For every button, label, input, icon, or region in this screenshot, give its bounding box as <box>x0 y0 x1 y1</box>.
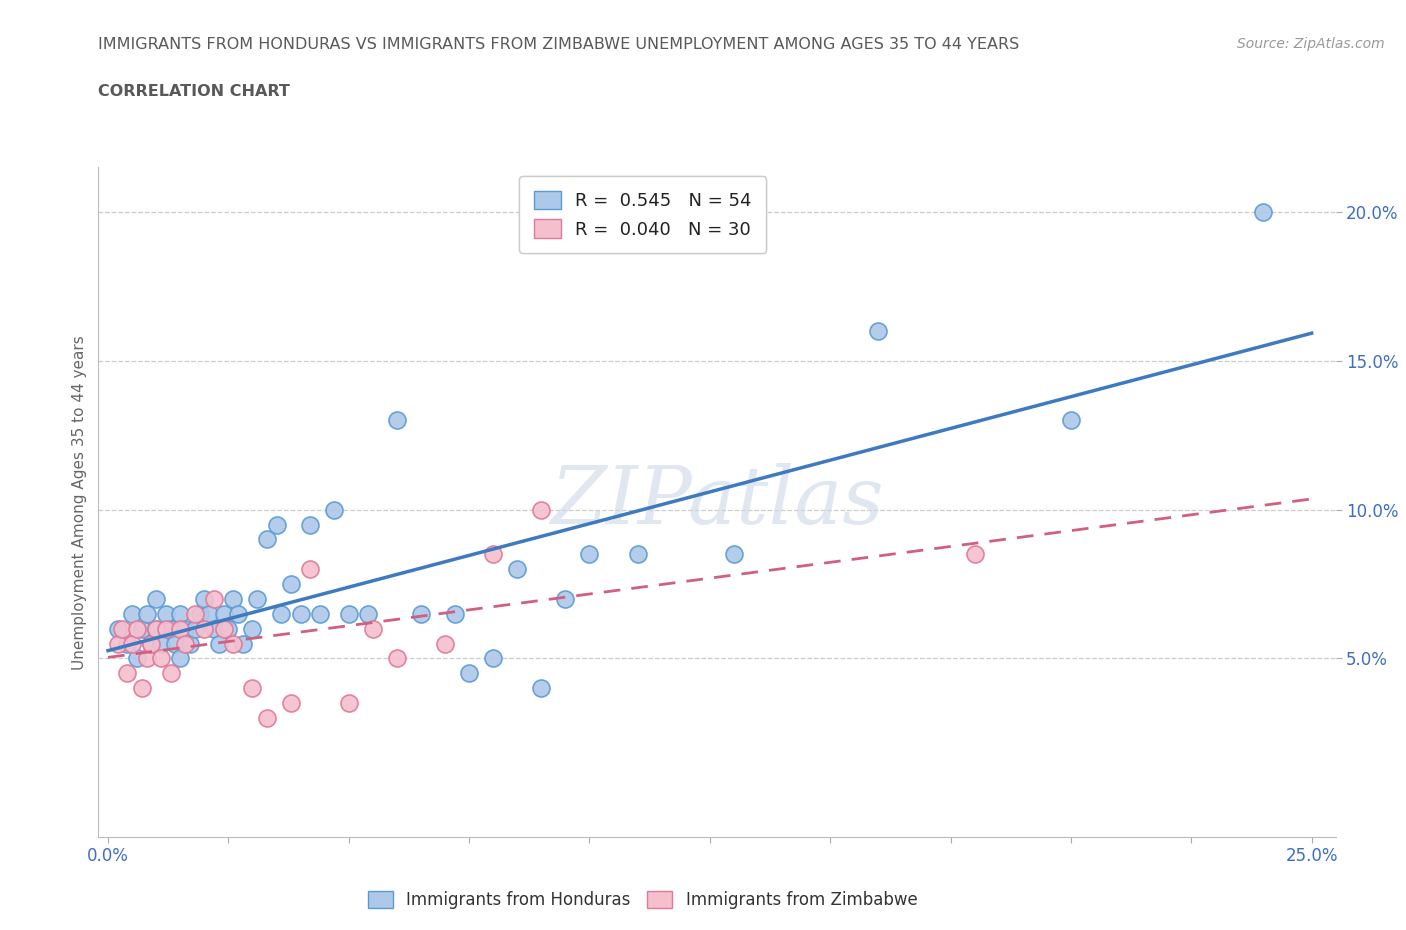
Legend: Immigrants from Honduras, Immigrants from Zimbabwe: Immigrants from Honduras, Immigrants fro… <box>361 884 924 916</box>
Point <box>443 606 465 621</box>
Point <box>202 591 225 606</box>
Point <box>482 651 505 666</box>
Point <box>361 621 384 636</box>
Point <box>169 651 191 666</box>
Point <box>530 502 553 517</box>
Text: ZIPatlas: ZIPatlas <box>550 463 884 541</box>
Point <box>385 651 408 666</box>
Point <box>193 621 215 636</box>
Point <box>963 547 986 562</box>
Point <box>242 681 264 696</box>
Point <box>165 636 187 651</box>
Point <box>1060 413 1083 428</box>
Point <box>131 621 153 636</box>
Point <box>554 591 576 606</box>
Point <box>212 621 235 636</box>
Point <box>232 636 254 651</box>
Point <box>627 547 650 562</box>
Point <box>357 606 380 621</box>
Point <box>256 711 278 725</box>
Point <box>121 606 143 621</box>
Point <box>299 517 322 532</box>
Point <box>222 636 245 651</box>
Point <box>309 606 332 621</box>
Point <box>246 591 269 606</box>
Point <box>183 606 205 621</box>
Point <box>145 621 167 636</box>
Point <box>131 681 153 696</box>
Point <box>174 621 197 636</box>
Point <box>169 621 191 636</box>
Point <box>482 547 505 562</box>
Point <box>323 502 346 517</box>
Point <box>222 591 245 606</box>
Point <box>337 696 360 711</box>
Point <box>141 636 163 651</box>
Point <box>117 666 139 681</box>
Point <box>125 651 148 666</box>
Point <box>578 547 600 562</box>
Point <box>290 606 312 621</box>
Point <box>409 606 432 621</box>
Point <box>155 621 177 636</box>
Point <box>868 324 890 339</box>
Point <box>1253 205 1275 219</box>
Point <box>242 621 264 636</box>
Point <box>159 666 181 681</box>
Point <box>193 591 215 606</box>
Point <box>202 621 225 636</box>
Point <box>217 621 239 636</box>
Point <box>530 681 553 696</box>
Point <box>337 606 360 621</box>
Point <box>145 621 167 636</box>
Point <box>280 696 302 711</box>
Point <box>145 591 167 606</box>
Text: Source: ZipAtlas.com: Source: ZipAtlas.com <box>1237 37 1385 51</box>
Point <box>458 666 481 681</box>
Point <box>266 517 288 532</box>
Point <box>183 621 205 636</box>
Point <box>141 636 163 651</box>
Point <box>208 636 231 651</box>
Point <box>256 532 278 547</box>
Y-axis label: Unemployment Among Ages 35 to 44 years: Unemployment Among Ages 35 to 44 years <box>72 335 87 670</box>
Point <box>159 621 181 636</box>
Point <box>117 636 139 651</box>
Point <box>212 606 235 621</box>
Point <box>135 606 157 621</box>
Text: IMMIGRANTS FROM HONDURAS VS IMMIGRANTS FROM ZIMBABWE UNEMPLOYMENT AMONG AGES 35 : IMMIGRANTS FROM HONDURAS VS IMMIGRANTS F… <box>98 37 1019 52</box>
Point <box>198 606 221 621</box>
Point <box>125 621 148 636</box>
Point <box>135 651 157 666</box>
Point <box>179 636 201 651</box>
Point <box>434 636 457 651</box>
Point <box>385 413 408 428</box>
Point <box>150 651 173 666</box>
Point <box>506 562 529 577</box>
Text: CORRELATION CHART: CORRELATION CHART <box>98 84 290 99</box>
Point <box>107 621 129 636</box>
Point <box>111 621 134 636</box>
Point <box>226 606 249 621</box>
Point <box>280 577 302 591</box>
Point <box>299 562 322 577</box>
Point <box>174 636 197 651</box>
Point <box>107 636 129 651</box>
Point <box>121 636 143 651</box>
Point <box>150 636 173 651</box>
Point <box>169 606 191 621</box>
Point <box>188 606 211 621</box>
Point <box>270 606 292 621</box>
Point <box>723 547 745 562</box>
Point <box>155 606 177 621</box>
